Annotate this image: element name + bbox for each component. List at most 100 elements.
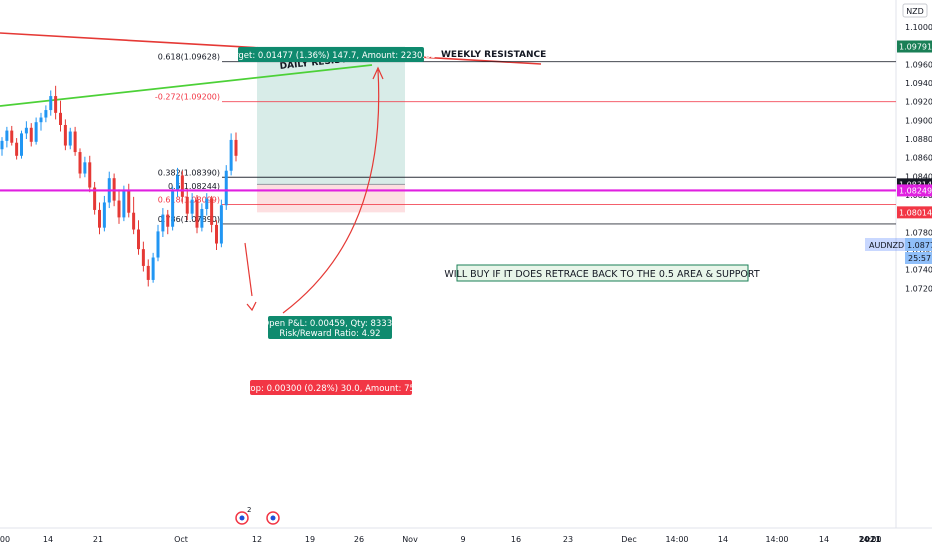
- time-tick-label: 21: [93, 535, 103, 544]
- candle-body: [151, 257, 155, 280]
- retrace-arrow[interactable]: [244, 242, 253, 297]
- candle-body: [102, 202, 106, 228]
- time-axis[interactable]: 00 14 21 Oct 12 19 26 Nov 9 16 23 Dec 14:00 14 14:00 14…: [0, 535, 882, 544]
- daily-resistance-line[interactable]: [0, 64, 373, 107]
- time-tick-label: 14:00: [765, 535, 788, 544]
- candle-body: [5, 130, 9, 141]
- time-tick-label: 14: [819, 535, 829, 544]
- time-tick-label: 19: [305, 535, 315, 544]
- price-axis[interactable]: 1.10000 1.09600 1.09400 1.09200 1.09000 1.088…: [897, 23, 932, 293]
- price-badge-label: 1.08249: [899, 186, 932, 195]
- candle-body: [200, 208, 204, 228]
- open-pl-box[interactable]: [268, 316, 392, 339]
- time-tick-label: 9: [460, 535, 465, 544]
- price-tick-label: 1.09600: [905, 60, 932, 69]
- price-badge[interactable]: [897, 40, 932, 53]
- weekly-resistance-label[interactable]: WEEKLY RESISTANCE: [441, 50, 546, 60]
- price-tick-label: 1.07200: [905, 284, 932, 293]
- candle-body: [132, 212, 136, 230]
- projection-arrow[interactable]: [282, 69, 380, 314]
- price-tick-label: 1.07400: [905, 266, 932, 275]
- stop-label-box[interactable]: [250, 380, 412, 395]
- time-tick-label: 16: [511, 535, 521, 544]
- fib-level-label: 0.382(1.08390): [158, 168, 220, 177]
- candle-body: [122, 191, 126, 218]
- candle-body: [219, 205, 223, 244]
- price-tick-label: 1.08600: [905, 154, 932, 163]
- candle-body: [29, 127, 33, 142]
- price-badge[interactable]: [897, 184, 932, 197]
- candle-body: [137, 229, 140, 250]
- countdown-badge: [905, 252, 932, 264]
- price-badge-label: 1.09791: [899, 43, 932, 52]
- candle-body: [117, 200, 121, 218]
- candle-body: [210, 198, 214, 225]
- candle-body: [39, 117, 43, 123]
- fib-retracement[interactable]: 0.618(1.09628) -0.272(1.09200) 0.382(1.083…: [155, 53, 896, 225]
- time-tick-label: 14:00: [665, 535, 688, 544]
- candle-body: [171, 191, 175, 227]
- time-tick-label: 23: [563, 535, 573, 544]
- candle-body: [59, 112, 62, 125]
- candle-body: [185, 196, 189, 214]
- countdown-label: 25:57: [908, 254, 931, 263]
- fib-level-label: 0.786(1.07890): [158, 215, 220, 224]
- candle-body: [98, 209, 101, 228]
- candle-body: [146, 265, 150, 280]
- candle-body: [195, 199, 199, 228]
- time-tick-label: 14: [718, 535, 728, 544]
- candle-body: [190, 199, 194, 214]
- retrace-arrow-head: [246, 301, 257, 312]
- currency-badge[interactable]: [902, 3, 928, 18]
- event-icon[interactable]: [266, 511, 280, 525]
- candle-body: [63, 124, 67, 146]
- candle-body: [127, 191, 131, 213]
- stop-label: Stop: 0.00300 (0.28%) 30.0, Amount: 750: [242, 384, 421, 394]
- price-tick-label: 1.08800: [905, 135, 932, 144]
- time-tick-label: 12: [252, 535, 262, 544]
- fib-level-label: 0.618(1.08099): [158, 195, 220, 204]
- fib-level-label: -0.272(1.09200): [155, 93, 220, 102]
- time-tick-label: 14: [43, 535, 53, 544]
- price-tick-label: 1.09000: [905, 116, 932, 125]
- fib-level-label: 0.618(1.09628): [158, 53, 220, 62]
- candle-body: [93, 187, 97, 210]
- trade-note-box[interactable]: [456, 264, 749, 282]
- symbol-badge[interactable]: AUDNZD: [869, 241, 904, 250]
- time-tick-label: 2021: [859, 535, 882, 544]
- price-tick-label: 1.10000: [905, 23, 932, 32]
- fib-level-label: 0.5(1.08244): [168, 182, 220, 191]
- candle-body: [34, 122, 38, 142]
- price-badge[interactable]: [897, 206, 932, 219]
- candle-body: [49, 96, 53, 111]
- candle-body: [205, 198, 209, 209]
- event-icon[interactable]: [235, 511, 249, 525]
- open-pl-label: Open P&L: 0.00459, Qty: 83333: [262, 319, 397, 329]
- candle-body: [24, 127, 28, 134]
- candle-body: [54, 96, 58, 113]
- time-tick-label: Nov: [402, 535, 418, 544]
- candle-body: [234, 139, 238, 156]
- candle-body: [88, 162, 92, 188]
- trade-note: WILL BUY IF IT DOES RETRACE BACK TO THE …: [444, 269, 759, 280]
- price-tick-label: 1.07800: [905, 228, 932, 237]
- candle-body: [180, 175, 184, 197]
- candle-body: [10, 130, 14, 143]
- candle-body: [176, 175, 179, 192]
- event-count-badge: 2: [247, 506, 251, 514]
- target-label-box[interactable]: [238, 47, 424, 62]
- position-tool[interactable]: [257, 46, 405, 213]
- price-badge-label: 1.08014: [899, 208, 932, 217]
- price-tick-label: 1.07600: [905, 247, 932, 256]
- loss-zone[interactable]: [257, 184, 405, 213]
- time-tick-label: Oct: [174, 535, 188, 544]
- price-tick-label: 1.08400: [905, 172, 932, 181]
- time-tick-label: 26: [354, 535, 364, 544]
- candle-body: [224, 170, 228, 206]
- last-price-badge[interactable]: [905, 238, 932, 251]
- candle-body: [161, 214, 165, 232]
- candle-body: [156, 231, 160, 258]
- candle-body: [78, 152, 82, 174]
- symbol-badge-bg: [865, 238, 905, 251]
